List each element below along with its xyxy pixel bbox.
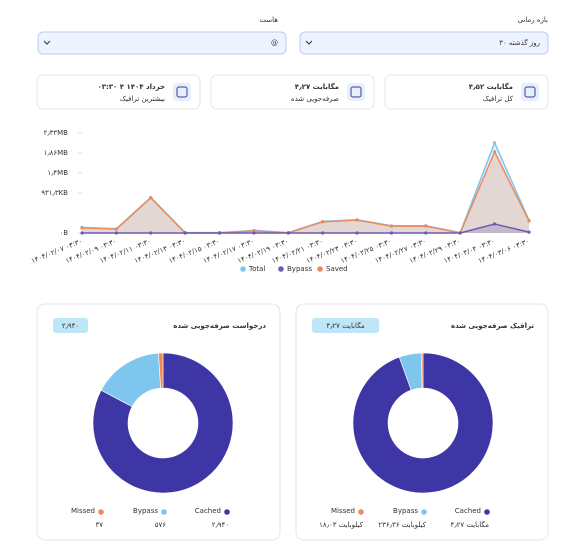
series-area <box>82 142 529 233</box>
legend-label: Missed <box>71 507 95 515</box>
point <box>493 222 497 226</box>
donut-slice <box>420 352 424 389</box>
point <box>217 231 222 235</box>
legend-label: Missed <box>331 507 355 515</box>
point <box>355 218 359 222</box>
card-title: درخواست صرفه‌جویی شده <box>173 322 266 330</box>
legend-swatch <box>224 509 230 515</box>
stat-value: ۴٫۵۲ مگابایت <box>469 82 513 91</box>
filter-label: بازه زمانی <box>518 16 548 24</box>
legend-swatch <box>98 509 104 515</box>
badge <box>53 318 88 333</box>
point <box>389 224 394 228</box>
point <box>424 231 428 235</box>
donut-slice <box>92 352 234 494</box>
legend-label: Total <box>248 265 265 273</box>
point <box>183 231 187 235</box>
point <box>80 231 84 235</box>
range-select[interactable] <box>299 31 549 55</box>
point <box>458 231 462 235</box>
card <box>295 303 549 541</box>
filter-label: هاست <box>259 16 278 24</box>
point <box>149 196 153 200</box>
legend-value: ۳۷ <box>95 521 103 529</box>
series-area <box>82 151 529 233</box>
legend-swatch <box>484 509 490 515</box>
legend-label: Cached <box>455 507 481 515</box>
legend-swatch <box>358 509 364 515</box>
legend-value: ۲٫۹۴۰ <box>212 521 229 529</box>
point <box>286 231 290 235</box>
legend-label: Saved <box>326 265 348 273</box>
stat-card <box>210 74 375 110</box>
series-area <box>82 223 529 233</box>
legend-swatch <box>240 266 246 272</box>
point <box>252 231 256 235</box>
legend-swatch <box>317 266 323 272</box>
point <box>389 231 394 235</box>
point <box>149 231 153 235</box>
legend-value: ۵۷۶ <box>155 521 167 529</box>
legend-label: Bypass <box>133 507 158 515</box>
legend-value: ۱۸٫۰۳ کیلوبایت <box>319 521 364 529</box>
stat-icon <box>173 83 191 101</box>
chevron <box>305 40 313 45</box>
y-tick-label: ۱٫۸۶MB <box>44 149 69 157</box>
select-value: ۳۰ روز گذشته <box>499 38 540 47</box>
legend-label: Bypass <box>393 507 418 515</box>
donut-slice <box>352 352 494 494</box>
select-value: @ <box>271 39 278 47</box>
stat-label: صرفه‌جویی شده <box>291 95 339 103</box>
stat-icon <box>347 83 365 101</box>
card <box>36 303 281 541</box>
stat-label: کل ترافیک <box>483 95 514 103</box>
chevron <box>43 40 51 45</box>
point <box>493 150 497 154</box>
legend-value: ۴٫۲۷ مگابایت <box>451 520 490 529</box>
card-title: ترافیک صرفه‌جویی شده <box>451 322 534 330</box>
stat-value: ۴٫۲۷ مگابایت <box>295 82 339 91</box>
stat-icon-glyph <box>524 86 536 98</box>
legend-swatch <box>278 266 284 272</box>
stat-icon-glyph <box>176 86 188 98</box>
badge-text: ۲٫۹۴۰ <box>62 322 79 330</box>
point <box>527 230 531 234</box>
legend-label: Cached <box>195 507 221 515</box>
stat-icon <box>521 83 539 101</box>
point <box>321 231 325 235</box>
series-line <box>82 223 530 234</box>
point <box>114 227 118 231</box>
point <box>527 219 531 223</box>
point <box>321 220 325 224</box>
y-tick-label: ۰B <box>59 229 68 237</box>
badge-text: ۴٫۲۷ مگابایت <box>326 321 365 330</box>
y-tick-label: ۲٫۳۳MB <box>44 129 69 137</box>
legend-swatch <box>421 509 427 515</box>
stat-icon-glyph <box>350 86 362 98</box>
point <box>114 231 118 235</box>
host-select[interactable] <box>37 31 287 55</box>
stat-value: ۰۳:۳۰ ۴ خرداد ۱۴۰۴ <box>97 83 165 91</box>
series-line <box>81 150 530 234</box>
y-tick-label: ۹۳۱٫۳KB <box>41 189 68 197</box>
legend-value: ۲۳۶٫۳۶ کیلوبایت <box>378 521 426 529</box>
legend-label: Bypass <box>287 265 312 273</box>
y-tick-label: ۱٫۴MB <box>47 169 68 177</box>
stat-label: بیشترین ترافیک <box>120 95 165 103</box>
donut-slice <box>158 352 164 389</box>
stat-card <box>384 74 549 110</box>
point <box>493 141 497 145</box>
point <box>355 231 359 235</box>
stat-card <box>36 74 201 110</box>
legend-swatch <box>161 509 167 515</box>
point <box>80 226 84 230</box>
point <box>424 224 428 228</box>
badge <box>312 318 380 333</box>
